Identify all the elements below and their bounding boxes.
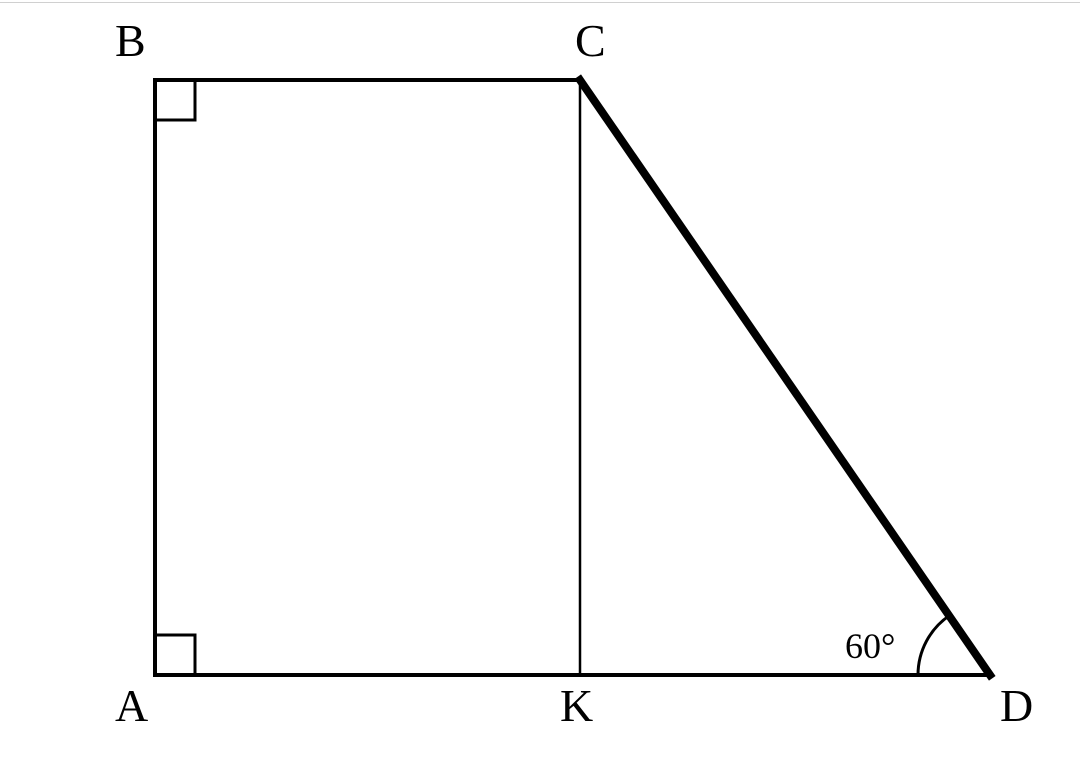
vertex-label-d: D [1000, 679, 1033, 732]
vertex-label-a: A [115, 679, 148, 732]
geometry-diagram: A B C D K 60° [0, 0, 1080, 780]
diagram-svg [0, 0, 1080, 780]
right-angle-markers [155, 80, 195, 675]
vertex-label-k: K [560, 679, 593, 732]
vertex-label-c: C [575, 14, 606, 67]
angle-label-d: 60° [845, 625, 895, 667]
angle-arc [918, 615, 950, 675]
vertex-label-b: B [115, 14, 146, 67]
diagram-segments [155, 80, 990, 675]
